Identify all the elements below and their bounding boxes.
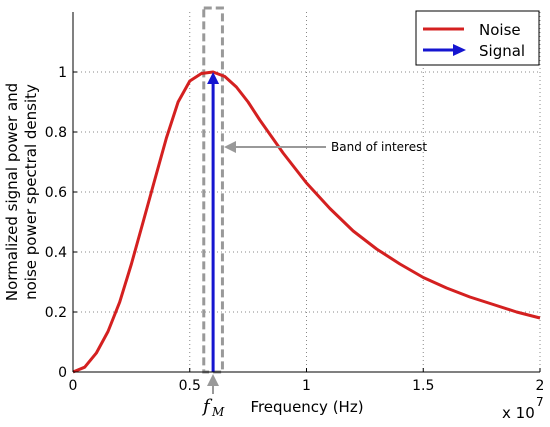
y-axis-label-line2: noise power spectral density [22,84,40,300]
band-of-interest-rect [202,6,224,374]
noise-series-line [72,70,541,374]
x-tick-label: 0 [69,378,78,394]
y-tick-label: 0.8 [45,125,67,141]
signal-arrowhead [207,72,220,84]
legend-box [415,10,540,66]
legend-signal-arrowhead [453,44,466,56]
tick-labels: 0 0.5 1 1.5 2 0 0.2 0.4 0.6 0.8 1 [45,65,545,394]
band-annotation: Band of interest [224,140,427,154]
legend-signal-label: Signal [479,42,525,60]
legend-noise-label: Noise [479,21,521,39]
x-multiplier-exponent: 7 [536,395,544,409]
legend: Noise Signal [415,10,540,66]
axes [72,12,541,373]
fm-marker-arrowhead [207,374,219,386]
x-tick-label: 0.5 [179,378,201,394]
grid [73,12,541,372]
x-tick-label: 1.5 [412,378,434,394]
y-tick-label: 0.2 [45,305,67,321]
band-annotation-arrowhead [224,141,236,153]
x-tick-label: 1 [302,378,311,394]
series-layer [72,70,541,374]
band-annotation-label: Band of interest [331,140,427,154]
fm-marker: f M [201,374,225,419]
x-tick-label: 2 [536,378,545,394]
y-tick-label: 0 [58,365,67,381]
x-multiplier: x 10 [502,404,535,422]
y-tick-label: 0.6 [45,185,67,201]
fm-label-subscript: M [211,405,225,419]
x-axis-label: Frequency (Hz) [250,398,363,416]
y-tick-label: 0.4 [45,245,67,261]
y-axis-label-line1: Normalized signal power and [3,83,21,301]
band-of-interest [202,6,224,374]
y-tick-label: 1 [58,65,67,81]
